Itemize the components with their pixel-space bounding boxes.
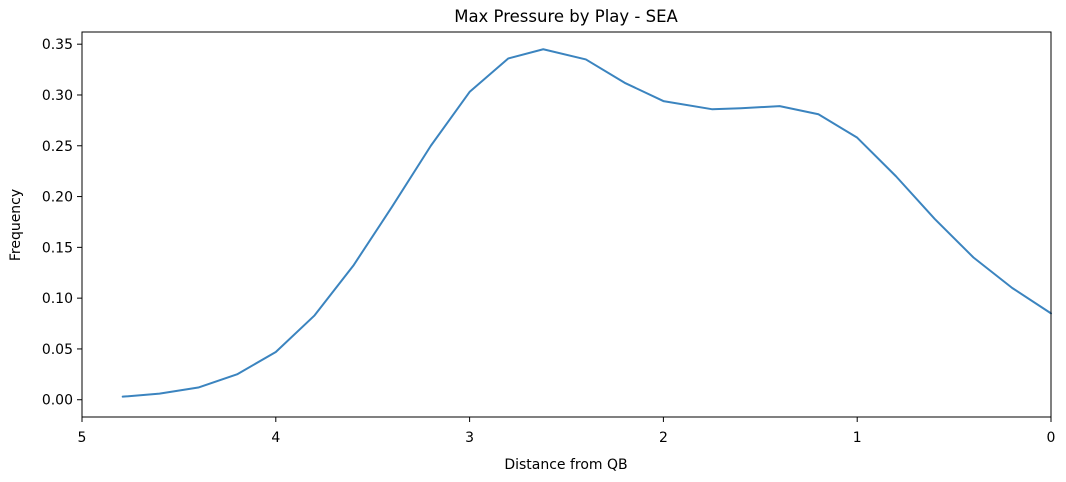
x-tick-label: 5: [78, 430, 87, 446]
series-line-0: [121, 48, 1052, 398]
x-tick-label: 2: [659, 430, 668, 446]
x-tick-label: 0: [1047, 430, 1056, 446]
x-axis-title: Distance from QB: [504, 457, 627, 473]
x-tick-label: 4: [271, 430, 280, 446]
y-tick-label: 0.35: [42, 37, 73, 53]
y-tick-label: 0.10: [42, 291, 73, 307]
y-tick-label: 0.30: [42, 88, 73, 104]
x-tick-label: 3: [465, 430, 474, 446]
chart-title: Max Pressure by Play - SEA: [454, 7, 678, 26]
y-tick-label: 0.05: [42, 342, 73, 358]
y-tick-label: 0.00: [42, 393, 73, 409]
x-tick-label: 1: [853, 430, 862, 446]
y-axis-title: Frequency: [8, 189, 24, 261]
y-tick-label: 0.25: [42, 139, 73, 155]
plot-area: 5 4 3 2 1 0 0.00 0.05 0.10 0.15 0.20 0.25 0.30 0.35: [42, 31, 1056, 446]
y-tick-label: 0.15: [42, 240, 73, 256]
y-tick-label: 0.20: [42, 190, 73, 206]
plot-frame: [81, 31, 1052, 418]
